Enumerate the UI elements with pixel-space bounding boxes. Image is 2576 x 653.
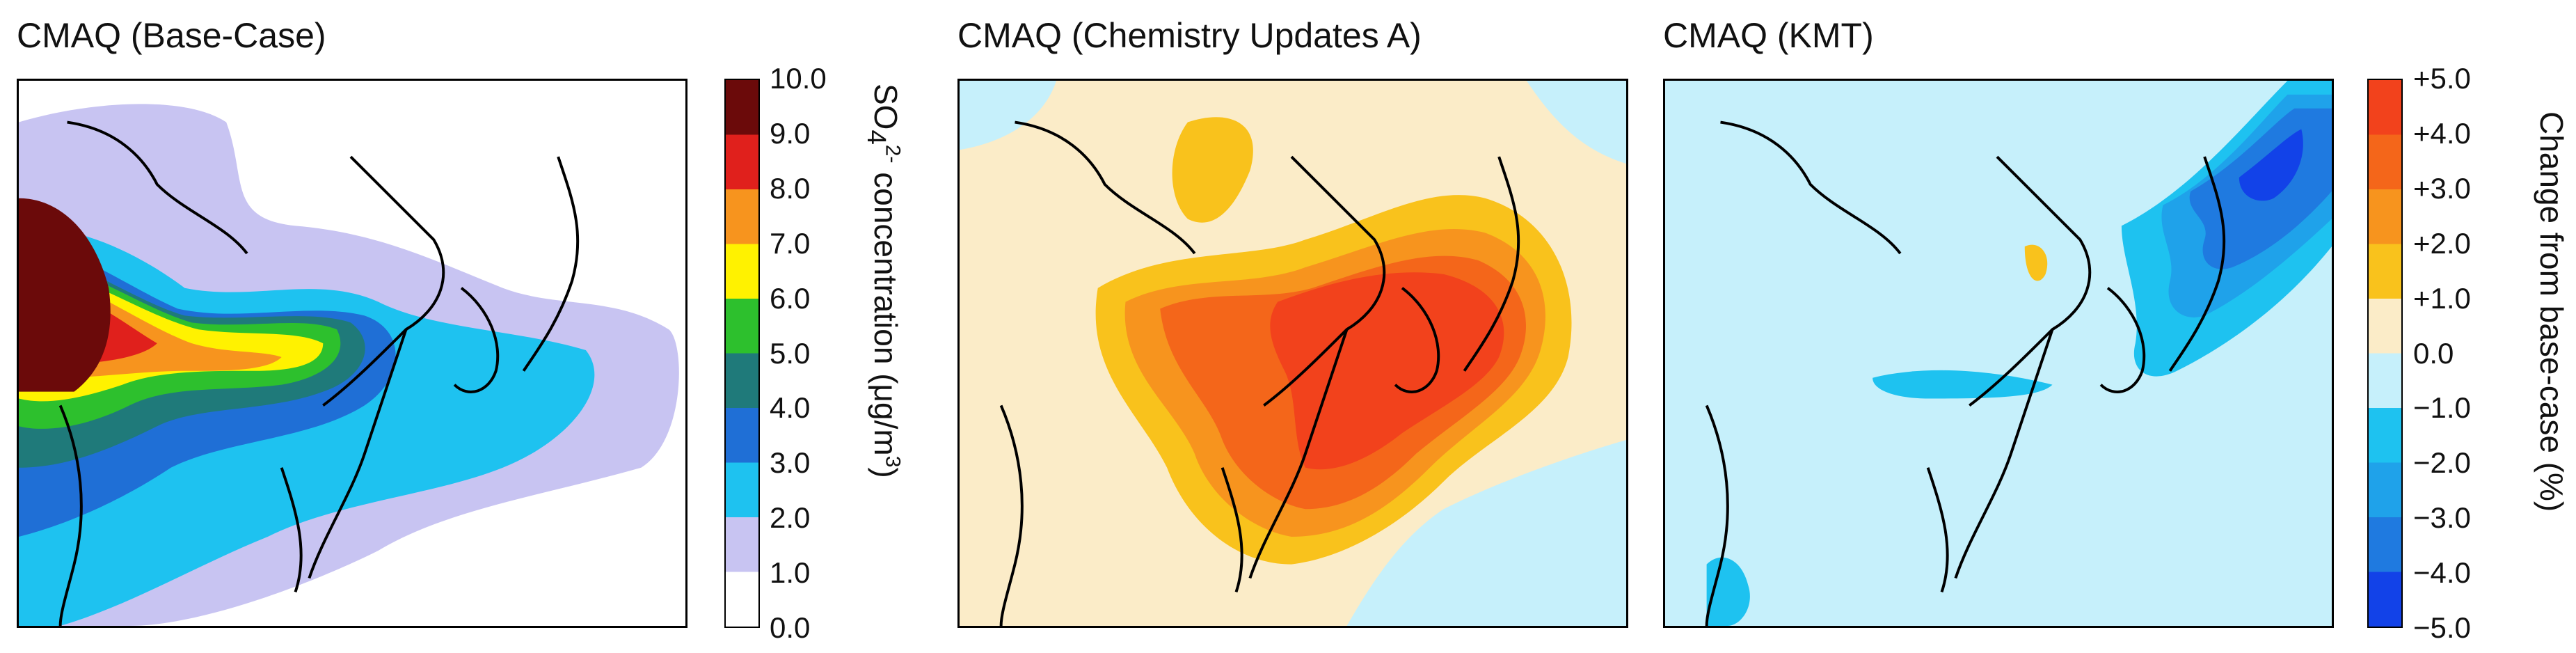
colorbar_change-tick-6: −1.0	[2413, 391, 2471, 425]
colorbar_concentration-band-8	[726, 517, 758, 572]
label-part: 4	[861, 129, 891, 145]
colorbar_change-band-0	[2369, 80, 2401, 135]
colorbar_concentration-band-1	[726, 134, 758, 190]
colorbar_concentration-band-4	[726, 299, 758, 354]
colorbar-change-label: Change from base-case (%)	[2534, 111, 2570, 512]
colorbar_change-tick-1: +4.0	[2413, 116, 2471, 150]
colorbar_change-band-4	[2369, 299, 2401, 354]
colorbar_concentration-band-2	[726, 189, 758, 244]
colorbar_change-tick-4: +1.0	[2413, 281, 2471, 315]
map-kmt	[1663, 79, 2334, 628]
label-part: )	[868, 467, 904, 478]
colorbar_concentration-tick-7: 3.0	[770, 446, 811, 480]
colorbar_change-band-3	[2369, 244, 2401, 299]
colorbar_concentration-band-5	[726, 353, 758, 409]
colorbar_change-band-6	[2369, 408, 2401, 463]
colorbar_concentration-tick-2: 8.0	[770, 171, 811, 205]
colorbar_concentration-tick-8: 2.0	[770, 501, 811, 535]
colorbar_concentration-band-9	[726, 572, 758, 627]
label-part: 2-	[881, 144, 905, 164]
map-chemistry-updates-a	[957, 79, 1628, 628]
change-field-kmt	[1665, 81, 2332, 626]
colorbar_change-tick-0: +5.0	[2413, 62, 2471, 95]
colorbar_change-band-1	[2369, 134, 2401, 190]
panel-title-kmt: CMAQ (KMT)	[1663, 16, 1874, 55]
colorbar_concentration-tick-5: 5.0	[770, 336, 811, 370]
colorbar_concentration-tick-6: 4.0	[770, 391, 811, 425]
colorbar-change	[2367, 79, 2403, 628]
label-part: concentration (μg/m	[868, 163, 904, 456]
colorbar_change-tick-8: −3.0	[2413, 501, 2471, 535]
panel-title-base-case: CMAQ (Base-Case)	[17, 16, 326, 55]
colorbar_change-band-2	[2369, 189, 2401, 244]
colorbar_concentration-tick-10: 0.0	[770, 611, 811, 644]
colorbar_change-band-7	[2369, 462, 2401, 518]
colorbar_change-tick-3: +2.0	[2413, 226, 2471, 260]
colorbar_concentration-tick-0: 10.0	[770, 62, 827, 95]
colorbar_concentration-tick-9: 1.0	[770, 556, 811, 590]
colorbar_change-tick-7: −2.0	[2413, 446, 2471, 480]
colorbar_concentration-tick-4: 6.0	[770, 281, 811, 315]
label-part: 3	[881, 455, 905, 468]
colorbar_change-tick-2: +3.0	[2413, 171, 2471, 205]
colorbar_concentration-band-7	[726, 462, 758, 518]
panel-title-chemistry-updates-a: CMAQ (Chemistry Updates A)	[957, 16, 1422, 55]
concentration-field	[19, 81, 685, 626]
colorbar_change-tick-5: 0.0	[2413, 336, 2454, 370]
colorbar_concentration-tick-1: 9.0	[770, 116, 811, 150]
change-field-a	[960, 81, 1626, 626]
colorbar-concentration	[724, 79, 760, 628]
colorbar-concentration-label: SO42- concentration (μg/m3)	[861, 84, 905, 478]
colorbar_change-tick-10: −5.0	[2413, 611, 2471, 644]
label-part: SO	[868, 84, 904, 130]
colorbar_concentration-tick-3: 7.0	[770, 226, 811, 260]
colorbar_change-band-9	[2369, 572, 2401, 627]
colorbar_concentration-band-0	[726, 80, 758, 135]
colorbar_concentration-band-6	[726, 408, 758, 463]
map-base-case	[17, 79, 687, 628]
colorbar_concentration-band-3	[726, 244, 758, 299]
colorbar_change-band-5	[2369, 353, 2401, 409]
colorbar_change-band-8	[2369, 517, 2401, 572]
colorbar_change-tick-9: −4.0	[2413, 556, 2471, 590]
